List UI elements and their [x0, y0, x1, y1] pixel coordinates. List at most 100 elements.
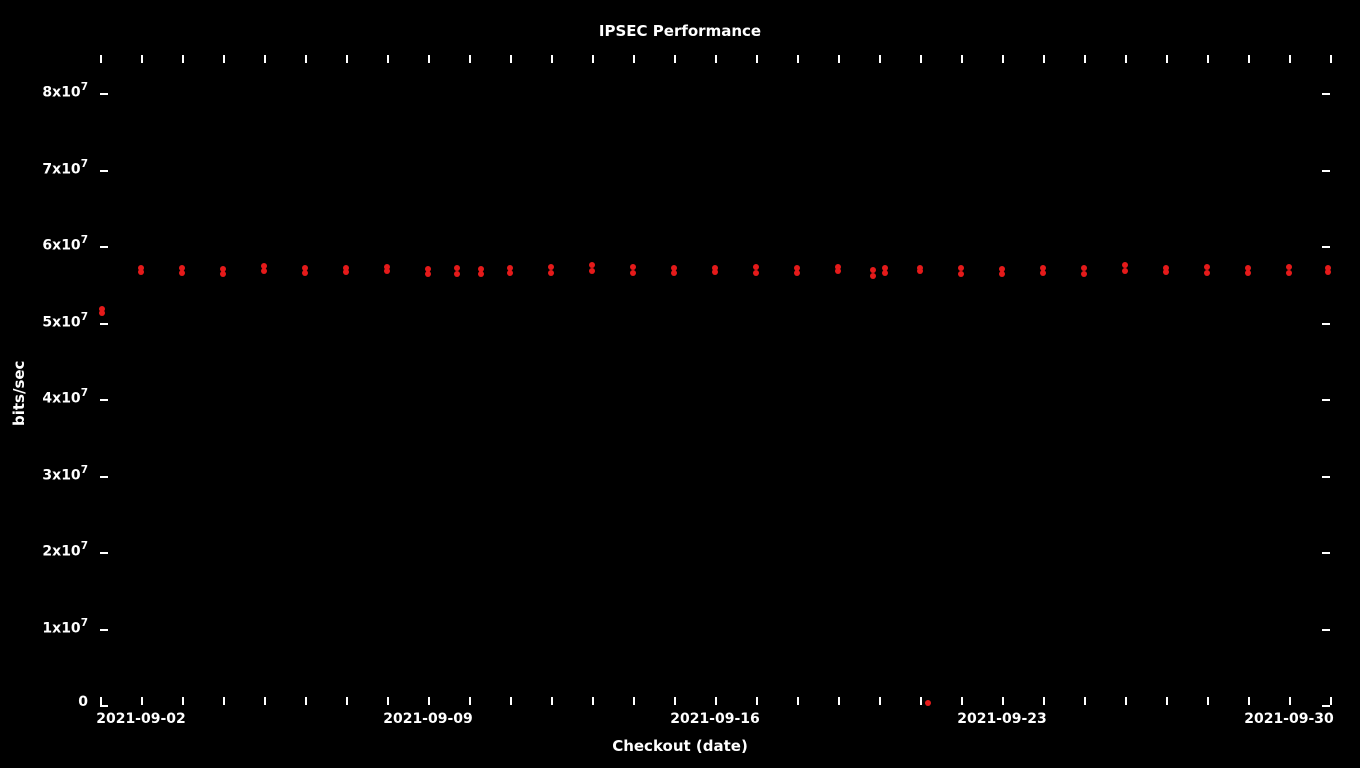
x-tick-mark-top: [1125, 55, 1127, 63]
x-tick-mark-top: [264, 55, 266, 63]
data-point: [1163, 269, 1169, 275]
y-tick-mark: [100, 93, 108, 95]
x-tick-mark: [715, 697, 717, 705]
data-point: [99, 310, 105, 316]
data-point: [1081, 265, 1087, 271]
x-tick-label: 2021-09-16: [670, 711, 760, 727]
data-point: [1204, 270, 1210, 276]
y-tick-mark: [100, 476, 108, 478]
x-tick-mark: [1330, 697, 1332, 705]
x-tick-mark-top: [1043, 55, 1045, 63]
data-point: [589, 262, 595, 268]
x-tick-mark-top: [797, 55, 799, 63]
x-tick-mark: [100, 697, 102, 705]
chart-container: IPSEC Performance bits/sec Checkout (dat…: [0, 0, 1360, 768]
y-tick-label: 1x107: [42, 618, 88, 637]
x-tick-mark: [1125, 697, 1127, 705]
data-point: [671, 270, 677, 276]
data-point: [179, 270, 185, 276]
chart-title: IPSEC Performance: [0, 22, 1360, 40]
data-point: [507, 270, 513, 276]
data-point: [454, 265, 460, 271]
x-tick-mark-top: [510, 55, 512, 63]
x-tick-mark-top: [305, 55, 307, 63]
x-tick-mark-top: [1084, 55, 1086, 63]
y-tick-label: 4x107: [42, 388, 88, 407]
data-point: [999, 271, 1005, 277]
x-tick-mark: [305, 697, 307, 705]
x-tick-mark-top: [182, 55, 184, 63]
y-tick-mark: [100, 399, 108, 401]
y-tick-label: 0: [78, 694, 88, 710]
x-tick-mark: [1207, 697, 1209, 705]
x-tick-mark-top: [879, 55, 881, 63]
data-point: [870, 273, 876, 279]
data-point: [753, 264, 759, 270]
x-tick-mark: [182, 697, 184, 705]
x-tick-mark: [879, 697, 881, 705]
x-tick-mark-top: [1289, 55, 1291, 63]
x-tick-mark-top: [223, 55, 225, 63]
x-tick-mark: [510, 697, 512, 705]
data-point: [925, 700, 931, 706]
x-tick-mark: [633, 697, 635, 705]
y-tick-mark-right: [1322, 170, 1330, 172]
x-tick-mark: [1289, 697, 1291, 705]
x-tick-mark: [838, 697, 840, 705]
data-point: [712, 269, 718, 275]
y-tick-mark-right: [1322, 246, 1330, 248]
x-tick-mark: [920, 697, 922, 705]
x-tick-mark: [756, 697, 758, 705]
x-tick-mark: [387, 697, 389, 705]
data-point: [917, 268, 923, 274]
y-tick-label: 6x107: [42, 235, 88, 254]
data-point: [958, 271, 964, 277]
x-tick-mark: [1043, 697, 1045, 705]
x-tick-mark-top: [1330, 55, 1332, 63]
x-tick-mark-top: [715, 55, 717, 63]
data-point: [870, 267, 876, 273]
x-tick-mark-top: [920, 55, 922, 63]
data-point: [454, 271, 460, 277]
x-tick-mark-top: [100, 55, 102, 63]
x-tick-mark-top: [428, 55, 430, 63]
y-tick-mark-right: [1322, 476, 1330, 478]
x-tick-mark: [264, 697, 266, 705]
x-tick-mark: [797, 697, 799, 705]
x-tick-mark: [1002, 697, 1004, 705]
data-point: [425, 271, 431, 277]
data-point: [630, 264, 636, 270]
x-tick-mark-top: [1248, 55, 1250, 63]
x-tick-mark-top: [756, 55, 758, 63]
data-point: [1040, 270, 1046, 276]
x-tick-mark-top: [961, 55, 963, 63]
y-tick-mark: [100, 323, 108, 325]
data-point: [835, 268, 841, 274]
y-tick-label: 3x107: [42, 465, 88, 484]
y-tick-mark: [100, 170, 108, 172]
data-point: [1204, 264, 1210, 270]
data-point: [630, 270, 636, 276]
x-tick-mark-top: [346, 55, 348, 63]
data-point: [384, 268, 390, 274]
data-point: [1245, 270, 1251, 276]
data-point: [1122, 262, 1128, 268]
y-tick-mark: [100, 705, 108, 707]
x-tick-mark-top: [141, 55, 143, 63]
data-point: [589, 268, 595, 274]
y-tick-label: 8x107: [42, 82, 88, 101]
x-tick-mark-top: [551, 55, 553, 63]
x-tick-mark-top: [469, 55, 471, 63]
data-point: [1286, 264, 1292, 270]
y-tick-mark: [100, 552, 108, 554]
x-tick-mark-top: [1166, 55, 1168, 63]
y-tick-mark-right: [1322, 93, 1330, 95]
x-tick-label: 2021-09-30: [1244, 711, 1334, 727]
data-point: [343, 269, 349, 275]
y-tick-mark-right: [1322, 705, 1330, 707]
data-point: [1081, 271, 1087, 277]
x-tick-mark-top: [1207, 55, 1209, 63]
y-tick-mark-right: [1322, 552, 1330, 554]
y-axis-label: bits/sec: [10, 361, 28, 426]
x-tick-mark: [346, 697, 348, 705]
